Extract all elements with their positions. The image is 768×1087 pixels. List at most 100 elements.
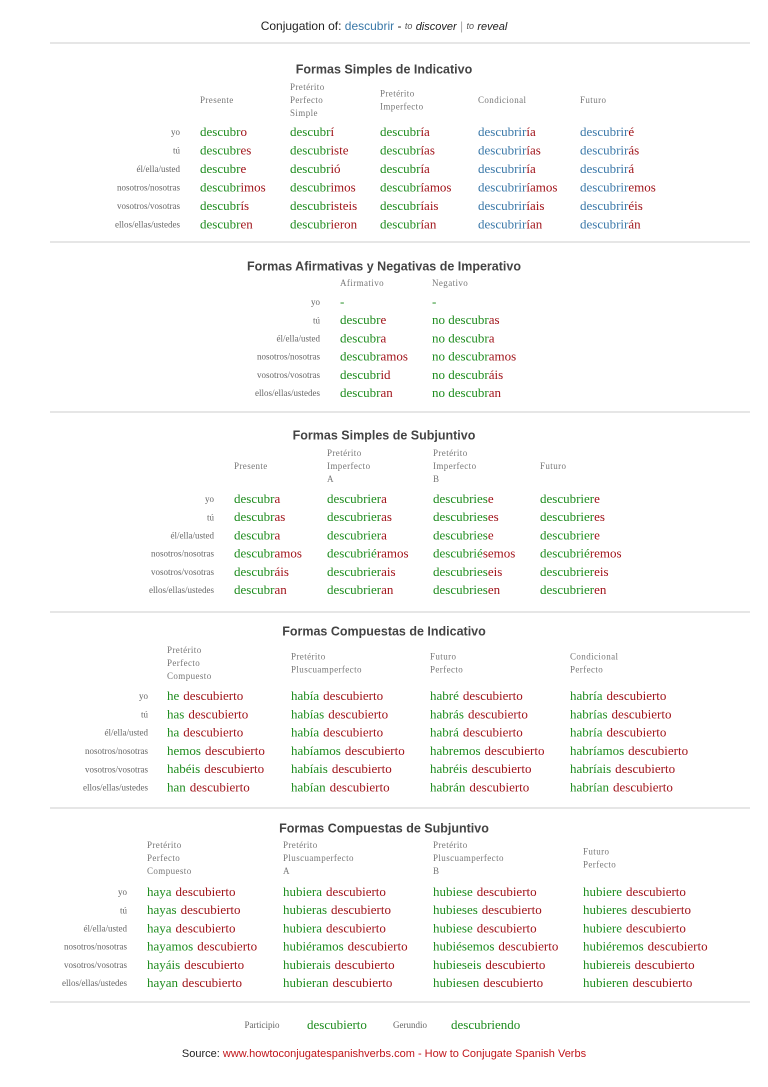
verb-form: hubiesen descubierto — [433, 975, 543, 990]
verb-form: descubres — [200, 142, 251, 157]
verb-form: descubriereis — [540, 564, 609, 579]
verb-form: descubriría — [478, 161, 536, 176]
ending: descubierto — [331, 902, 391, 917]
stem: descubr — [290, 142, 331, 157]
stem: descubr — [234, 509, 275, 524]
stem: descubrier — [540, 491, 595, 506]
header-label: Conjugation of: — [261, 19, 342, 33]
section-title: Formas Compuestas de Subjuntivo — [279, 821, 489, 835]
pronoun: ellos/ellas/ustedes — [255, 388, 320, 398]
stem: descubr — [380, 161, 421, 176]
verb-form: habrías descubierto — [570, 706, 671, 721]
source: Source: www.howtoconjugatespanishverbs.c… — [182, 1048, 587, 1060]
stem: descubrier — [327, 509, 382, 524]
stem: habríais — [570, 761, 611, 776]
verb-form: habíamos descubierto — [291, 743, 405, 758]
stem: descubrir — [478, 124, 527, 139]
pronoun: tú — [313, 315, 321, 325]
stem: habéis — [167, 761, 200, 776]
stem: descubr — [200, 161, 241, 176]
header-verb: descubrir — [345, 19, 394, 33]
source-text: - How to Conjugate Spanish Verbs — [418, 1048, 587, 1060]
verb-form: he descubierto — [167, 688, 243, 703]
ending: a — [381, 491, 387, 506]
ending: áis — [489, 367, 503, 382]
stem: hayas — [147, 902, 177, 917]
column-header: Pretérito — [167, 645, 202, 655]
verb-form: hayan descubierto — [147, 975, 242, 990]
stem: descubrir — [580, 161, 629, 176]
ending: id — [380, 367, 391, 382]
column-header: B — [433, 474, 439, 484]
ending: o — [240, 124, 247, 139]
stem: descubr — [234, 491, 275, 506]
source-url: www.howtoconjugatespanishverbs.com — [222, 1048, 415, 1060]
ending: descubierto — [205, 743, 265, 758]
verb-form: descubrierais — [327, 564, 396, 579]
verb-form: descubramos — [234, 546, 302, 561]
column-header: Pretérito — [433, 840, 468, 850]
stem: he — [167, 688, 180, 703]
ending: a — [489, 330, 495, 345]
ending: descubierto — [613, 779, 673, 794]
stem: habrías — [570, 706, 608, 721]
stem: descubrir — [478, 142, 527, 157]
ending: en — [240, 216, 253, 231]
verb-form: descubriré — [580, 124, 634, 139]
column-header: Condicional — [570, 652, 618, 662]
ending: ían — [526, 216, 542, 231]
stem: descubr — [290, 179, 331, 194]
verb-form: descubría — [380, 161, 430, 176]
stem: habría — [570, 725, 603, 740]
ending: descubierto — [332, 975, 392, 990]
ending: ramos — [377, 546, 409, 561]
ending: eis — [488, 564, 502, 579]
ending: descubierto — [468, 706, 528, 721]
verb-form: descubrieren — [540, 582, 607, 597]
pronoun: él/ella/usted — [171, 530, 215, 540]
ending: as — [274, 509, 285, 524]
verb-form: habré descubierto — [430, 688, 523, 703]
stem: hubieses — [433, 902, 478, 917]
stem: descubr — [234, 564, 275, 579]
stem: descubrier — [540, 564, 595, 579]
stem: habrá — [430, 725, 459, 740]
stem: descubr — [290, 124, 331, 139]
ending: e — [488, 491, 494, 506]
verb-form: descubriere — [540, 491, 600, 506]
verb-form: han descubierto — [167, 779, 250, 794]
ending: as — [381, 509, 392, 524]
participle: descubierto — [307, 1017, 367, 1032]
stem: descubrir — [580, 216, 629, 231]
ending: descubierto — [612, 706, 672, 721]
ending: descubierto — [183, 688, 243, 703]
ending: amos — [489, 349, 516, 364]
stem: habían — [291, 779, 326, 794]
column-header: B — [433, 866, 439, 876]
verb-form: descubriera — [327, 527, 387, 542]
verb-form: habría descubierto — [570, 725, 666, 740]
ending: an — [489, 385, 502, 400]
stem: habréis — [430, 761, 468, 776]
ending: é — [628, 124, 634, 139]
stem: descubries — [433, 491, 488, 506]
verb-form: no descubran — [432, 385, 501, 400]
ending: amos — [274, 546, 301, 561]
stem: hubiereis — [583, 957, 631, 972]
ending: íamos — [526, 179, 557, 194]
ending: ís — [240, 198, 249, 213]
verb-form: descubre — [340, 312, 386, 327]
verb-form: descubriréis — [580, 198, 643, 213]
pronoun: vosotros/vosotras — [64, 960, 127, 970]
ending: descubierto — [485, 743, 545, 758]
verb-form: descubriríais — [478, 198, 544, 213]
column-header: A — [283, 866, 290, 876]
ending: íais — [526, 198, 544, 213]
ending: íamos — [420, 179, 451, 194]
verb-form: descubriese — [433, 491, 494, 506]
verb-form: descubrirían — [478, 216, 543, 231]
verb-form: descubriríamos — [478, 179, 557, 194]
gerund: descubriendo — [451, 1017, 520, 1032]
ending: emos — [628, 179, 655, 194]
